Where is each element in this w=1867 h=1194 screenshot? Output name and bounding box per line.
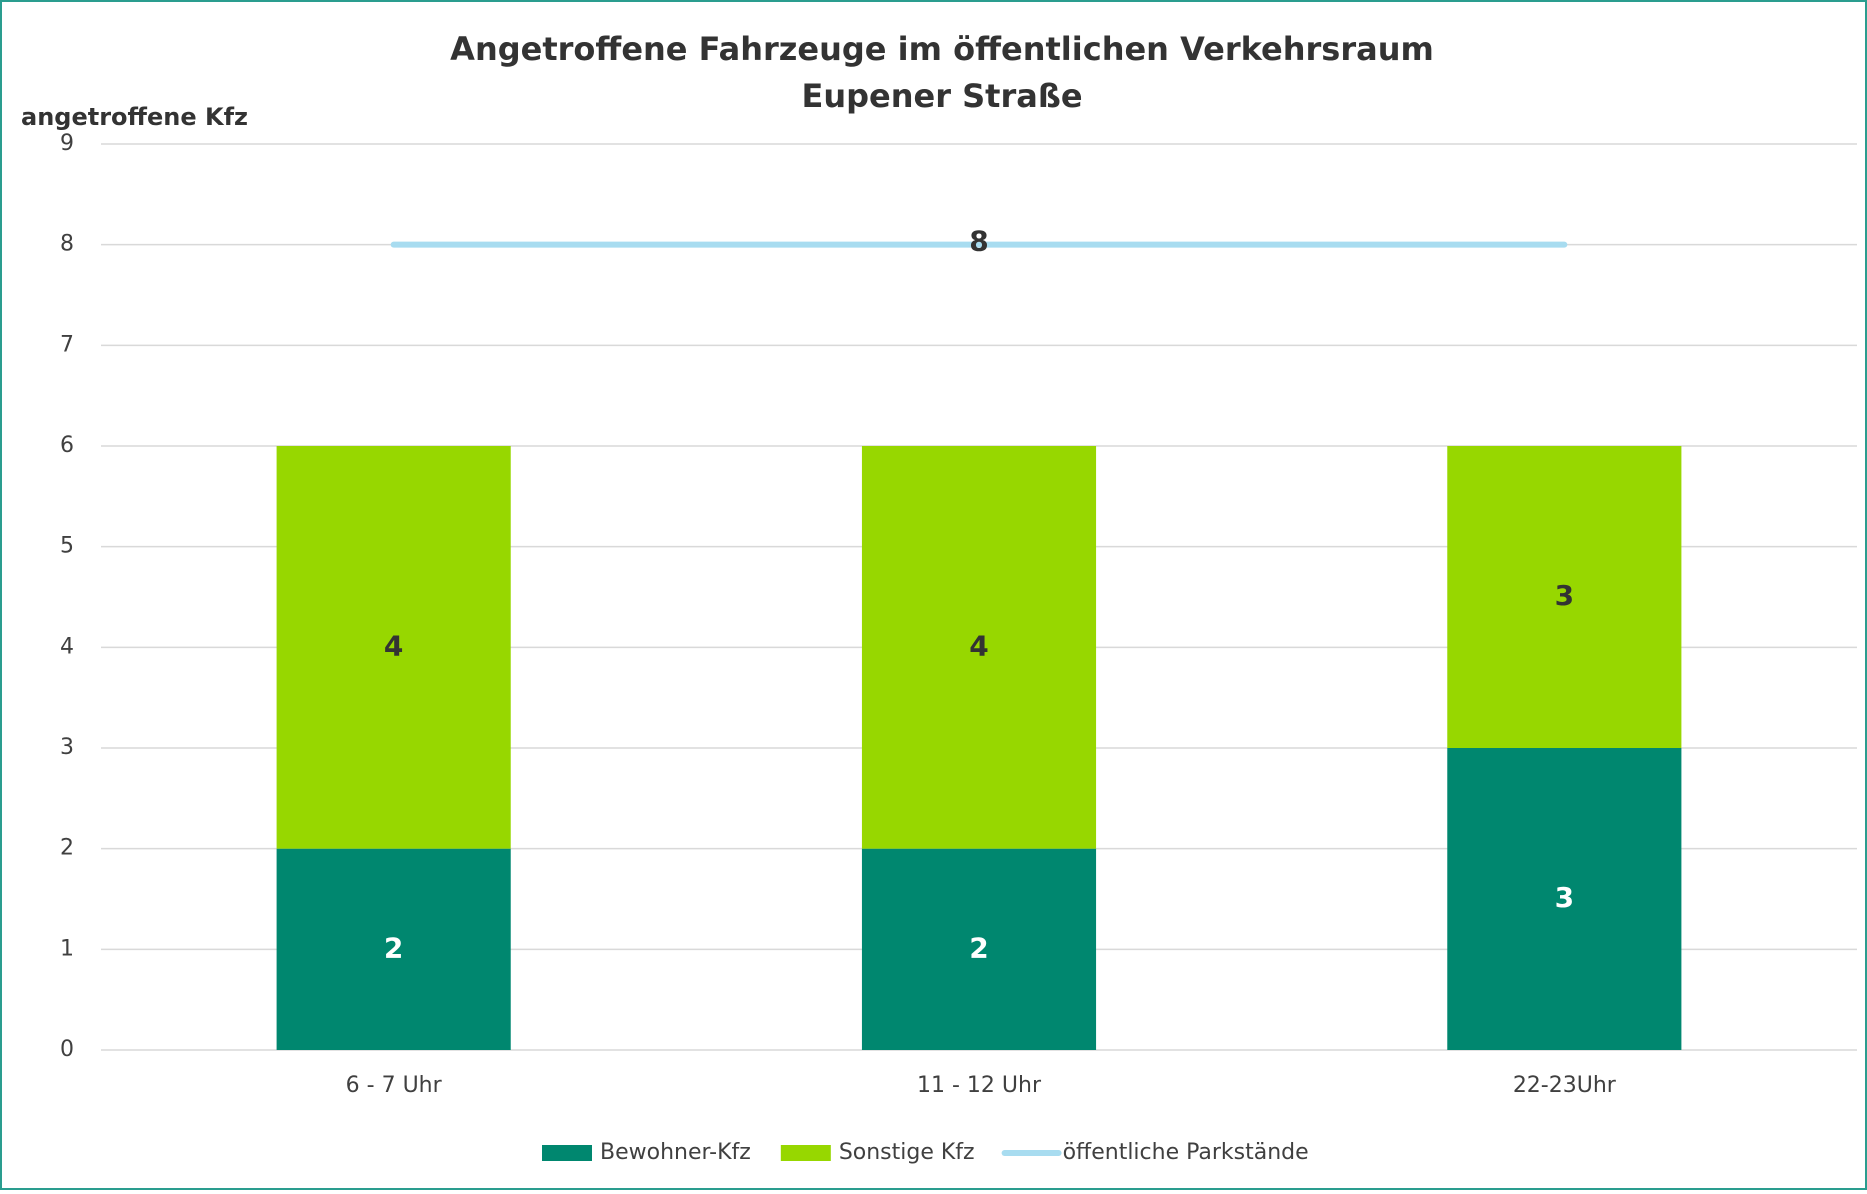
legend-swatch <box>542 1145 592 1161</box>
data-label: 2 <box>969 931 988 964</box>
y-tick-label: 4 <box>60 634 74 659</box>
data-label: 2 <box>384 931 403 964</box>
bar <box>861 446 1097 849</box>
bar <box>1447 446 1682 748</box>
legend-label: Bewohner-Kfz <box>600 1140 751 1165</box>
x-tick-label: 22-23Uhr <box>1513 1073 1617 1098</box>
y-axis-title: angetroffene Kfz <box>21 103 248 131</box>
y-tick-label: 1 <box>60 936 74 961</box>
y-tick-label: 5 <box>60 534 74 559</box>
x-tick-label: 11 - 12 Uhr <box>917 1073 1042 1098</box>
bar <box>861 848 1097 1050</box>
legend-label: Sonstige Kfz <box>839 1140 975 1165</box>
y-tick-label: 3 <box>60 735 74 760</box>
data-label: 8 <box>969 225 988 258</box>
x-tick-label: 6 - 7 Uhr <box>346 1073 443 1098</box>
data-label: 3 <box>1555 881 1574 914</box>
chart-subtitle: Eupener Straße <box>801 77 1082 115</box>
y-tick-label: 0 <box>60 1037 74 1062</box>
chart-title: Angetroffene Fahrzeuge im öffentlichen V… <box>450 30 1434 68</box>
bar <box>1447 748 1682 1050</box>
data-label: 4 <box>384 629 403 662</box>
bar <box>276 446 511 849</box>
y-tick-label: 2 <box>60 836 74 861</box>
legend-swatch <box>780 1145 831 1161</box>
y-tick-label: 6 <box>60 433 74 458</box>
bar <box>276 848 511 1050</box>
legend-label: öffentliche Parkstände <box>1063 1140 1309 1165</box>
y-tick-label: 9 <box>60 131 74 156</box>
data-label: 4 <box>969 629 988 662</box>
y-tick-label: 7 <box>60 332 74 357</box>
y-tick-label: 8 <box>60 232 74 257</box>
data-label: 3 <box>1555 579 1574 612</box>
